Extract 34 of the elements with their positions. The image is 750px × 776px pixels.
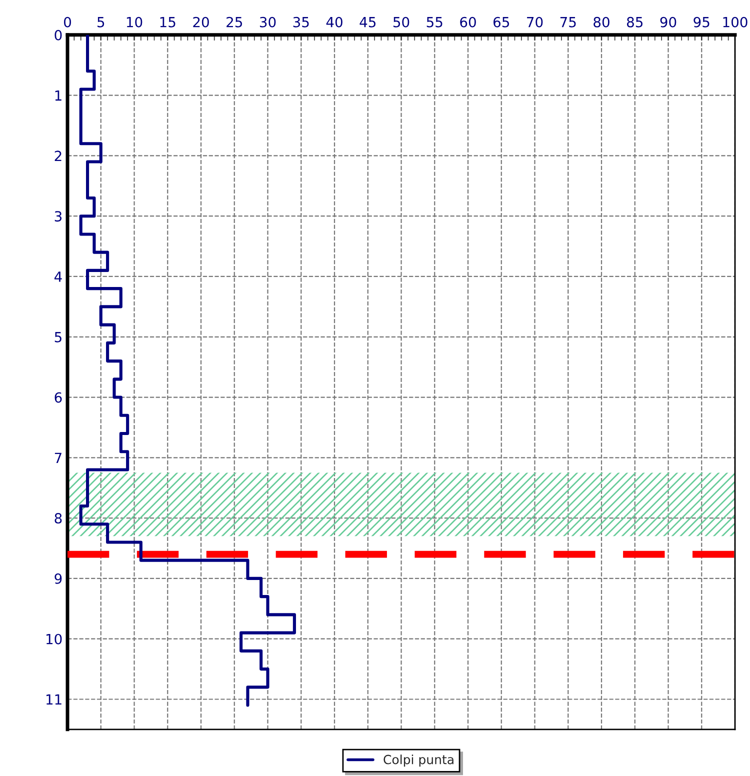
x-tick-label: 100 — [723, 16, 748, 28]
y-tick-label: 0 — [54, 30, 62, 40]
x-tick-label: 35 — [293, 16, 309, 28]
y-tick-label: 11 — [46, 694, 62, 705]
y-tick-label: 4 — [54, 272, 62, 282]
x-tick-label: 0 — [64, 16, 71, 28]
x-tick-label: 55 — [426, 17, 442, 28]
x-tick-label: 50 — [393, 16, 410, 28]
x-tick-label: 80 — [594, 16, 610, 28]
legend-label: Colpi punta — [384, 754, 454, 767]
x-tick-label: 5 — [98, 17, 104, 28]
x-tick-label: 95 — [694, 16, 710, 28]
y-tick-label: 1 — [55, 90, 62, 101]
x-tick-label: 10 — [126, 16, 142, 28]
y-tick-label: 3 — [54, 211, 62, 222]
x-tick-label: 30 — [260, 16, 276, 28]
x-tick-label: 40 — [326, 16, 342, 28]
x-tick-label: 90 — [660, 16, 676, 28]
y-tick-label: 5 — [54, 332, 62, 342]
x-tick-label: 75 — [560, 17, 576, 28]
y-tick-label: 9 — [54, 573, 62, 584]
y-tick-label: 6 — [54, 392, 62, 403]
x-tick-label: 60 — [460, 16, 476, 28]
x-tick-label: 85 — [626, 16, 642, 28]
x-tick-label: 70 — [527, 16, 543, 28]
y-tick-label: 10 — [46, 634, 62, 644]
x-tick-label: 25 — [226, 16, 242, 28]
x-tick-label: 20 — [193, 16, 209, 28]
y-tick-label: 7 — [54, 452, 62, 463]
x-tick-label: 45 — [360, 17, 376, 28]
x-tick-label: 65 — [494, 16, 509, 28]
y-tick-label: 8 — [54, 513, 62, 524]
y-tick-label: 2 — [54, 150, 62, 161]
x-tick-label: 15 — [160, 17, 176, 28]
